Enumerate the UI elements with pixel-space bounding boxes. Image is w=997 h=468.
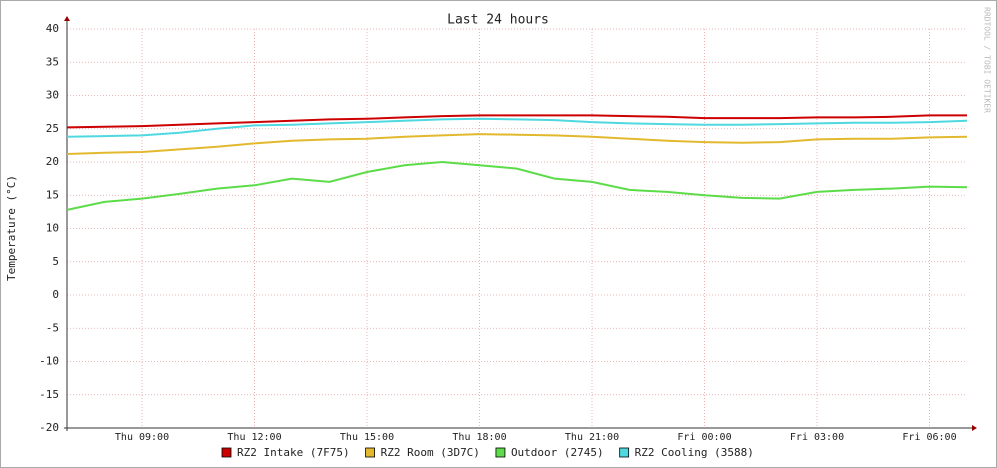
x-tick-label: Fri 03:00 [790,432,844,443]
x-tick-label: Thu 15:00 [340,432,394,443]
y-tick-label: 0 [52,288,59,301]
y-tick-label: 5 [52,255,59,268]
series-line [66,117,968,138]
x-axis-arrow [972,425,977,431]
legend-label: RZ2 Room (3D7C) [381,446,480,459]
x-tick-label: Thu 18:00 [452,432,506,443]
y-tick-label: -15 [39,388,59,401]
legend-label: Outdoor (2745) [511,446,604,459]
y-tick-label: 35 [46,55,59,68]
series-line [66,133,968,155]
y-tick-label: 20 [46,155,59,168]
y-axis-arrow [64,16,70,21]
legend-swatch [365,447,375,458]
legend-swatch [619,447,630,458]
legend-label: RZ2 Intake (7F75) [237,446,350,459]
y-tick-label: 30 [46,89,59,102]
y-tick-label: 25 [46,122,59,135]
y-tick-label: 10 [46,222,59,235]
y-tick-label: 40 [46,22,59,35]
x-tick-label: Thu 09:00 [115,432,169,443]
y-tick-label: -10 [39,355,59,368]
y-tick-label: 15 [46,188,59,201]
series-line [66,114,967,129]
chart-title: Last 24 hours [447,13,549,28]
watermark: RRDTOOL / TOBI OETIKER [983,7,992,113]
legend-label: RZ2 Cooling (3588) [635,446,754,459]
legend-swatch [221,447,232,458]
x-tick-label: Fri 00:00 [677,432,731,443]
series-line [66,160,968,211]
y-axis-label: Temperature (°C) [5,175,18,281]
legend-swatch [495,447,506,458]
x-tick-label: Thu 12:00 [227,432,281,443]
y-tick-label: -20 [39,421,59,434]
y-tick-label: -5 [46,321,59,334]
x-tick-label: Fri 06:00 [902,432,956,443]
x-tick-label: Thu 21:00 [565,432,619,443]
